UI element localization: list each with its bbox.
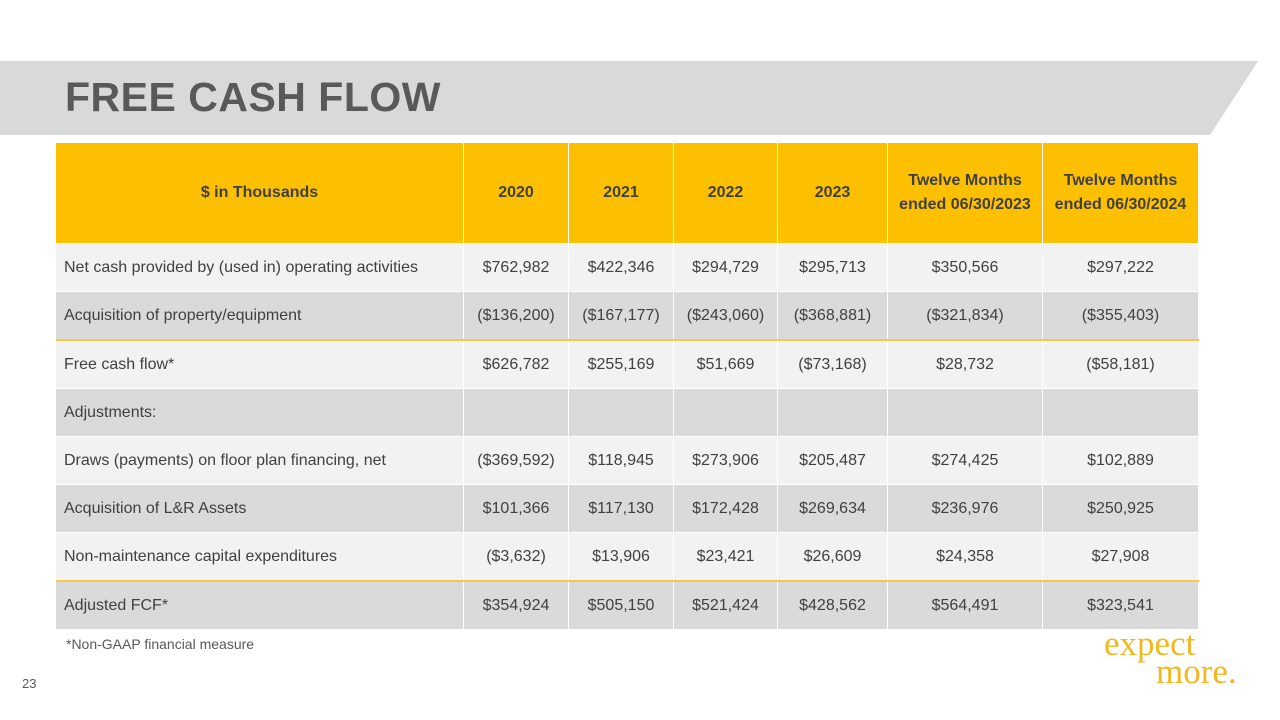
table-cell: $521,424 [673, 581, 778, 630]
table-cell [673, 388, 778, 437]
table-cell: $236,976 [887, 484, 1043, 533]
table-row: Acquisition of property/equipment ($136,2… [56, 291, 1199, 341]
table-cell: $172,428 [673, 484, 778, 533]
row-label: Net cash provided by (used in) operating… [56, 243, 464, 292]
table-cell: $274,425 [887, 436, 1043, 485]
table-row: Net cash provided by (used in) operating… [56, 243, 1199, 292]
table-cell: $23,421 [673, 532, 778, 582]
table-row: Adjustments: [56, 388, 1199, 437]
table-cell [887, 388, 1043, 437]
column-header: 2022 [673, 143, 778, 244]
table-cell: ($73,168) [777, 340, 888, 389]
row-label: Free cash flow* [56, 340, 464, 389]
table-cell: ($58,181) [1042, 340, 1199, 389]
page-number: 23 [22, 676, 37, 691]
logo-line-1: expect [1104, 624, 1196, 663]
free-cash-flow-table: $ in Thousands 2020 2021 2022 2023 Twelve Mon… [56, 143, 1199, 630]
table-cell: $295,713 [777, 243, 888, 292]
table-cell: $428,562 [777, 581, 888, 630]
table-cell: $24,358 [887, 532, 1043, 582]
logo-line-2: more. [1156, 652, 1237, 691]
column-header: $ in Thousands [56, 143, 464, 244]
table-cell: ($355,403) [1042, 291, 1199, 341]
table-cell: $118,945 [568, 436, 674, 485]
table-cell: $117,130 [568, 484, 674, 533]
column-header: 2020 [463, 143, 569, 244]
row-label: Adjustments: [56, 388, 464, 437]
table-cell [777, 388, 888, 437]
table-cell: $26,609 [777, 532, 888, 582]
column-header: 2021 [568, 143, 674, 244]
table-cell: ($369,592) [463, 436, 569, 485]
table-cell: $626,782 [463, 340, 569, 389]
table-cell: $269,634 [777, 484, 888, 533]
page-title: FREE CASH FLOW [65, 74, 441, 120]
table-cell: $294,729 [673, 243, 778, 292]
table-row: Non-maintenance capital expenditures ($3,… [56, 532, 1199, 582]
table-cell: $354,924 [463, 581, 569, 630]
table-cell: $28,732 [887, 340, 1043, 389]
table-cell: $505,150 [568, 581, 674, 630]
table-cell: $13,906 [568, 532, 674, 582]
table-cell: ($167,177) [568, 291, 674, 341]
footnote: *Non-GAAP financial measure [66, 636, 255, 652]
table-cell: $422,346 [568, 243, 674, 292]
title-banner [0, 61, 1258, 135]
column-header: Twelve Months ended 06/30/2023 [887, 143, 1043, 244]
table-cell: $27,908 [1042, 532, 1199, 582]
table-cell: ($321,834) [887, 291, 1043, 341]
table-cell: ($368,881) [777, 291, 888, 341]
expect-more-logo: expect more. [1104, 626, 1237, 691]
table-cell: $102,889 [1042, 436, 1199, 485]
row-label: Adjusted FCF* [56, 581, 464, 630]
row-label: Non-maintenance capital expenditures [56, 532, 464, 582]
row-label: Acquisition of L&R Assets [56, 484, 464, 533]
table-cell: ($136,200) [463, 291, 569, 341]
table-row: Free cash flow* $626,782 $255,169 $51,669 ($… [56, 340, 1199, 389]
table-cell: $205,487 [777, 436, 888, 485]
table-cell: $350,566 [887, 243, 1043, 292]
table-cell: $250,925 [1042, 484, 1199, 533]
table-cell: $297,222 [1042, 243, 1199, 292]
table-row: Draws (payments) on floor plan financing… [56, 436, 1199, 485]
table-cell: $101,366 [463, 484, 569, 533]
table-cell [463, 388, 569, 437]
table-cell: ($243,060) [673, 291, 778, 341]
table-cell: ($3,632) [463, 532, 569, 582]
row-label: Draws (payments) on floor plan financing… [56, 436, 464, 485]
table-cell [1042, 388, 1199, 437]
table-row: Adjusted FCF* $354,924 $505,150 $521,424 $42… [56, 581, 1199, 630]
table-cell: $273,906 [673, 436, 778, 485]
table-cell: $564,491 [887, 581, 1043, 630]
table-cell: $323,541 [1042, 581, 1199, 630]
table-row: Acquisition of L&R Assets $101,366 $117,13… [56, 484, 1199, 533]
table-cell [568, 388, 674, 437]
table-cell: $255,169 [568, 340, 674, 389]
table-cell: $51,669 [673, 340, 778, 389]
row-label: Acquisition of property/equipment [56, 291, 464, 341]
column-header: 2023 [777, 143, 888, 244]
column-header: Twelve Months ended 06/30/2024 [1042, 143, 1199, 244]
table-cell: $762,982 [463, 243, 569, 292]
